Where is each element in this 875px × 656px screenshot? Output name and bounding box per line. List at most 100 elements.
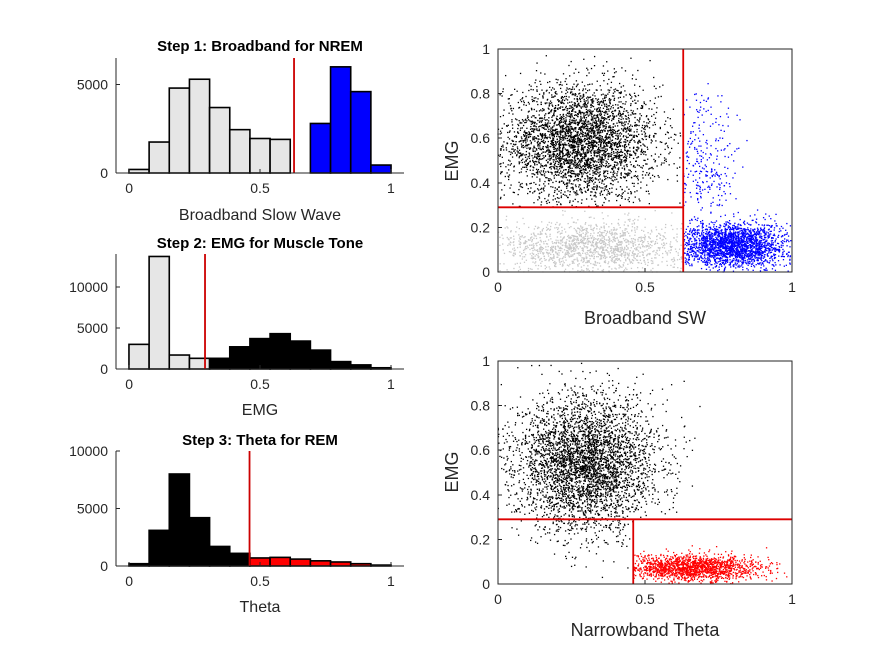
data-point — [569, 134, 571, 136]
data-point — [503, 263, 505, 265]
data-point — [619, 92, 621, 94]
data-point — [575, 154, 578, 156]
data-point — [532, 157, 534, 159]
histogram-bar — [269, 556, 292, 567]
data-point — [551, 130, 553, 133]
data-point — [555, 157, 557, 160]
data-point — [565, 117, 567, 119]
data-point — [588, 72, 590, 74]
data-point — [577, 175, 579, 177]
data-point — [595, 117, 597, 119]
data-point — [572, 247, 575, 249]
data-point — [551, 172, 553, 174]
data-point — [578, 89, 580, 91]
data-point — [540, 233, 542, 235]
data-point — [645, 135, 648, 137]
data-point — [569, 191, 571, 193]
data-point — [607, 141, 609, 144]
data-point — [664, 250, 667, 252]
data-point — [576, 84, 578, 86]
data-point — [634, 121, 636, 124]
data-point — [603, 145, 605, 147]
data-point — [595, 178, 598, 180]
data-point — [559, 168, 561, 170]
data-point — [578, 128, 580, 130]
data-point — [499, 163, 501, 165]
data-point — [621, 167, 623, 169]
data-point — [526, 168, 528, 171]
data-point — [642, 254, 644, 256]
data-point — [583, 135, 586, 137]
data-point — [589, 163, 591, 165]
data-point — [635, 135, 638, 137]
data-point — [531, 128, 534, 130]
data-point — [578, 164, 580, 166]
data-point — [631, 182, 634, 184]
data-point — [585, 153, 587, 156]
data-point — [619, 161, 621, 163]
data-point — [569, 247, 571, 249]
data-point — [565, 244, 567, 246]
data-point — [616, 195, 619, 197]
data-point — [536, 153, 538, 156]
data-point — [599, 121, 601, 123]
data-point — [529, 133, 531, 136]
data-point — [574, 128, 576, 130]
data-point — [582, 241, 584, 243]
data-point — [591, 150, 593, 152]
data-point — [578, 112, 580, 114]
data-point — [615, 243, 618, 245]
data-point — [606, 194, 608, 196]
data-point — [530, 182, 532, 184]
data-point — [559, 263, 561, 265]
data-point — [637, 141, 639, 144]
data-point — [589, 141, 591, 143]
data-point — [657, 174, 659, 177]
data-point — [632, 252, 634, 254]
data-point — [586, 162, 589, 164]
data-point — [589, 251, 591, 254]
data-point — [591, 139, 593, 142]
data-point — [590, 136, 592, 138]
data-point — [576, 140, 579, 142]
data-point — [571, 161, 573, 164]
data-point — [584, 123, 587, 125]
data-point — [576, 192, 578, 194]
data-point — [576, 104, 579, 106]
data-point — [567, 149, 569, 151]
data-point — [597, 120, 599, 122]
data-point — [571, 243, 573, 246]
data-point — [531, 257, 534, 260]
data-point — [617, 137, 619, 139]
data-point — [584, 242, 586, 245]
data-point — [581, 171, 583, 174]
data-point — [552, 186, 554, 188]
data-point — [628, 258, 630, 261]
data-point — [568, 237, 570, 239]
data-point — [537, 268, 539, 270]
data-point — [605, 249, 607, 251]
data-point — [528, 152, 530, 154]
data-point — [573, 170, 575, 172]
data-point — [633, 92, 636, 94]
data-point — [573, 146, 575, 149]
data-point — [672, 266, 674, 268]
data-point — [547, 195, 550, 197]
data-point — [618, 121, 620, 123]
data-point — [503, 109, 505, 111]
data-point — [623, 249, 625, 251]
data-point — [581, 230, 583, 232]
data-point — [592, 179, 594, 181]
data-point — [625, 115, 627, 118]
data-point — [613, 154, 615, 157]
data-point — [599, 111, 602, 113]
data-point — [639, 200, 641, 202]
data-point — [579, 163, 581, 165]
data-point — [508, 178, 510, 181]
data-point — [566, 144, 568, 146]
data-point — [596, 238, 598, 240]
data-point — [595, 241, 597, 243]
data-point — [579, 121, 581, 123]
data-point — [582, 156, 584, 158]
data-point — [608, 78, 610, 81]
